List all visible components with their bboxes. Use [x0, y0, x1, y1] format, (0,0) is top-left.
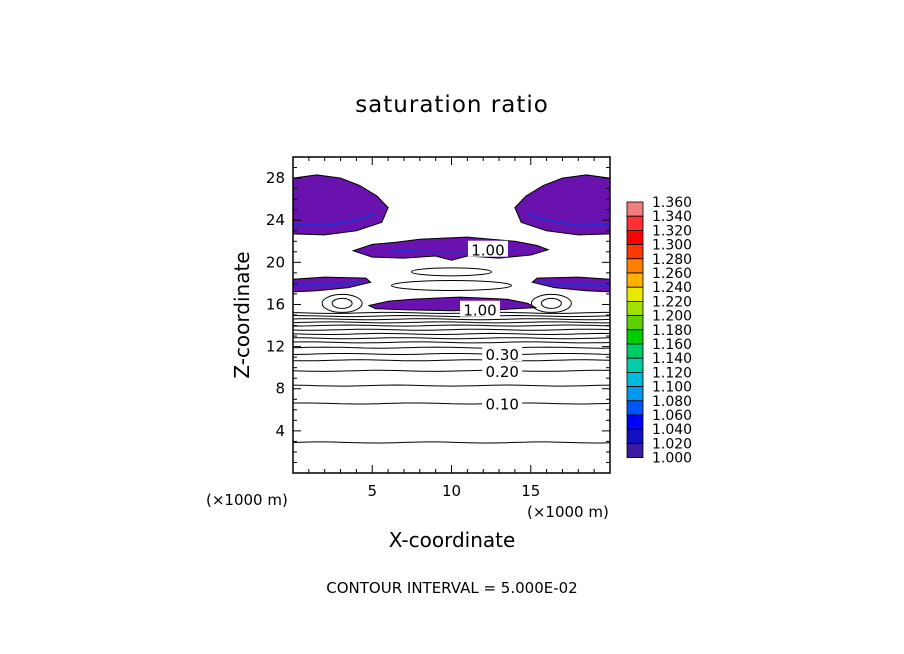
contour-label: 0.30 [486, 346, 519, 364]
contour-label-bg [482, 361, 523, 378]
y-tick-label: 4 [275, 422, 285, 440]
contour-line [292, 369, 611, 372]
colorbar-label: 1.100 [652, 380, 692, 396]
colorbar-swatch [626, 329, 644, 345]
colorbar-swatch [626, 300, 644, 316]
colorbar-swatch [626, 414, 644, 430]
colorbar-swatch [626, 386, 644, 402]
colorbar-label: 1.160 [652, 337, 692, 353]
contour-line [292, 314, 611, 318]
contour-line [292, 384, 611, 387]
contour-loop [411, 267, 492, 277]
colorbar-swatch [626, 442, 644, 458]
colorbar-swatch [626, 229, 644, 245]
blue-band [540, 281, 611, 287]
colorbar-label: 1.200 [652, 309, 692, 325]
chart-title: saturation ratio [355, 92, 549, 118]
contour-loop [331, 297, 353, 309]
contour-line [292, 341, 611, 344]
y-tick-label: 28 [266, 169, 285, 187]
colorbar-swatch [626, 343, 644, 359]
contour-label: 0.20 [486, 363, 519, 381]
y-tick-label: 24 [266, 211, 285, 229]
x-unit-label-right: (×1000 m) [527, 503, 609, 521]
colorbar-label: 1.080 [652, 394, 692, 410]
y-tick-label: 20 [266, 253, 285, 271]
contour-loop [321, 293, 363, 313]
colorbar-label: 1.180 [652, 323, 692, 339]
blue-band [292, 212, 376, 227]
contour-line [292, 328, 611, 331]
contour-label: 1.00 [471, 242, 504, 260]
colorbar-label: 1.140 [652, 351, 692, 367]
contour-label-bg [482, 394, 523, 411]
contour-label-bg [482, 344, 523, 361]
colorbar-swatch [626, 371, 644, 387]
x-tick-labels: 5 10 15 [367, 482, 540, 500]
contour-interval-note: CONTOUR INTERVAL = 5.000E-02 [326, 579, 577, 597]
colorbar-swatch [626, 315, 644, 331]
contour-loop [540, 297, 562, 309]
axis-ticks [293, 157, 610, 473]
plot-area: 1.00 1.00 0.300.20 0.10 [292, 156, 611, 474]
purple-region [514, 174, 611, 236]
contour-label-bg [460, 300, 501, 317]
colorbar-swatch [626, 428, 644, 444]
colorbar-label: 1.240 [652, 280, 692, 296]
y-tick-label: 12 [266, 338, 285, 356]
colorbar-swatch [626, 201, 644, 217]
colorbar-swatch [626, 272, 644, 288]
colorbar-label: 1.060 [652, 408, 692, 424]
contour-line [292, 359, 611, 362]
contour-line [292, 321, 610, 324]
contour-loop [391, 280, 512, 292]
x-tick-label: 15 [521, 482, 540, 500]
colorbar-label: 1.360 [652, 195, 692, 211]
colorbar-label: 1.280 [652, 252, 692, 268]
y-tick-label: 16 [266, 295, 285, 313]
contour-loop [530, 293, 572, 313]
y-tick-labels: 4 8 12 16 20 24 28 [266, 169, 285, 440]
contour-label-bg [467, 240, 508, 257]
y-tick-label: 8 [275, 380, 285, 398]
colorbar-label: 1.040 [652, 422, 692, 438]
colorbar-label: 1.320 [652, 223, 692, 239]
colorbar-label: 1.000 [652, 451, 692, 467]
contour-line [292, 318, 611, 321]
contour-line [292, 324, 611, 327]
contour-labels: 1.00 1.00 0.300.20 0.10 [460, 240, 523, 413]
contour-label: 0.10 [486, 395, 519, 413]
contour-line [292, 332, 611, 335]
colorbar-swatch [626, 400, 644, 416]
contour-line [292, 311, 610, 314]
y-axis-label: Z-coordinate [230, 251, 254, 378]
colorbar-swatch [626, 286, 644, 302]
blue-band [292, 281, 363, 287]
colorbar-label: 1.120 [652, 365, 692, 381]
contour-line [292, 346, 611, 349]
blue-band [527, 212, 611, 227]
contour-line [292, 353, 611, 355]
colorbar-swatch [626, 215, 644, 231]
colorbar-label: 1.300 [652, 238, 692, 254]
colorbar-label: 1.260 [652, 266, 692, 282]
colorbar-swatch [626, 258, 644, 274]
colorbar-swatch [626, 357, 644, 373]
purple-region [292, 174, 389, 236]
contour-line [292, 441, 611, 444]
colorbar-label: 1.340 [652, 209, 692, 225]
contour-label: 1.00 [463, 302, 496, 320]
colorbar-label: 1.220 [652, 294, 692, 310]
x-axis-label: X-coordinate [389, 528, 516, 552]
colorbar-label: 1.020 [652, 436, 692, 452]
x-tick-label: 5 [367, 482, 377, 500]
colorbar: 1.3601.3401.3201.3001.2801.2601.2401.220… [626, 195, 692, 467]
contour-line [293, 402, 611, 405]
x-tick-label: 10 [442, 482, 461, 500]
x-unit-label-left: (×1000 m) [206, 491, 288, 509]
colorbar-swatch [626, 244, 644, 260]
contour-line [293, 337, 611, 340]
contour-lines [292, 267, 611, 444]
